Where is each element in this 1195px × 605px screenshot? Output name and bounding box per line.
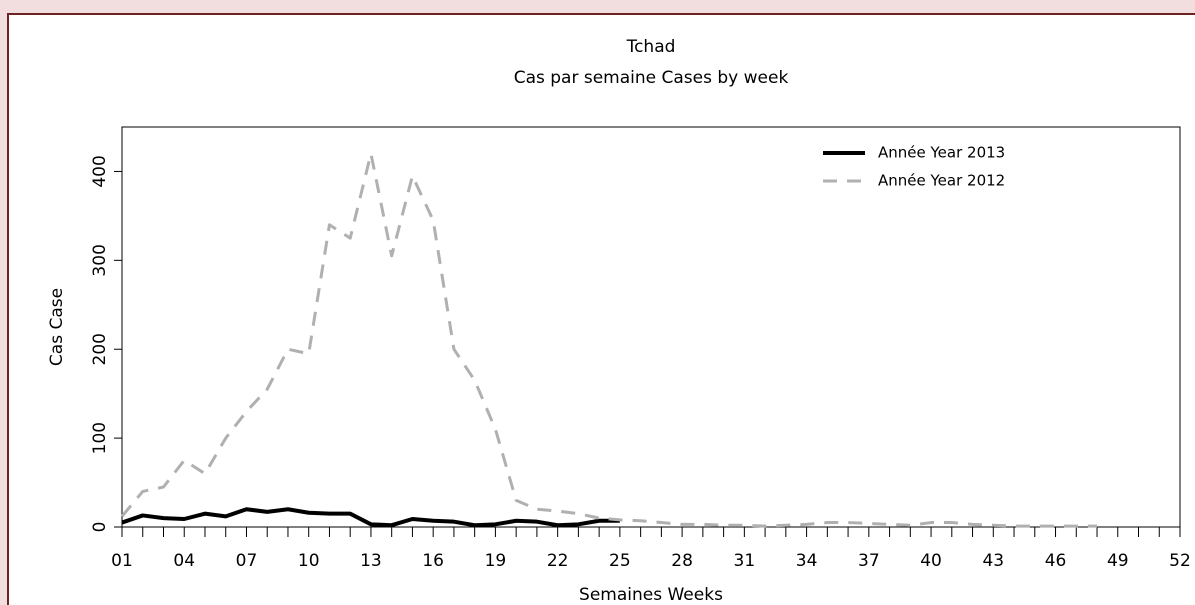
chart-subtitle: Cas par semaine Cases by week <box>514 68 789 88</box>
x-tick-label: 34 <box>796 551 818 571</box>
x-tick-label: 10 <box>298 551 320 571</box>
x-tick-label: 16 <box>422 551 444 571</box>
x-tick-label: 07 <box>236 551 258 571</box>
x-tick-label: 22 <box>547 551 569 571</box>
panel <box>7 13 1195 605</box>
y-tick-label: 400 <box>90 155 110 187</box>
x-tick-label: 13 <box>360 551 382 571</box>
x-tick-label: 37 <box>858 551 880 571</box>
legend-label: Année Year 2013 <box>878 144 1005 162</box>
chart-title: Tchad <box>626 37 676 57</box>
x-tick-label: 28 <box>671 551 693 571</box>
y-axis-label: Cas Case <box>47 288 67 366</box>
x-tick-label: 43 <box>982 551 1004 571</box>
x-axis-label: Semaines Weeks <box>579 585 723 605</box>
x-tick-label: 40 <box>920 551 942 571</box>
y-tick-label: 100 <box>90 422 110 454</box>
y-tick-label: 300 <box>90 244 110 276</box>
series-line <box>121 507 620 528</box>
x-tick-label: 49 <box>1107 551 1129 571</box>
x-tick-label: 01 <box>111 551 133 571</box>
x-tick-label: 25 <box>609 551 631 571</box>
x-tick-label: 52 <box>1169 551 1191 571</box>
x-tick-label: 04 <box>173 551 195 571</box>
series-line <box>120 152 1098 528</box>
y-tick-label: 0 <box>90 522 110 533</box>
legend-label: Année Year 2012 <box>878 172 1005 190</box>
plot-box <box>121 126 1181 528</box>
x-tick-label: 31 <box>734 551 756 571</box>
x-tick-label: 46 <box>1045 551 1067 571</box>
y-tick-label: 200 <box>90 333 110 365</box>
x-tick-label: 19 <box>485 551 507 571</box>
